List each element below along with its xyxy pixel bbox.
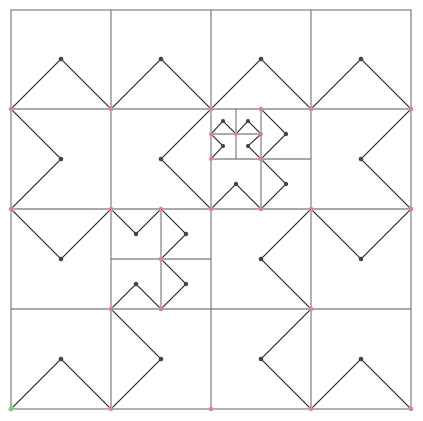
chevron-r1c0 [10,108,62,210]
path-node-dot [208,106,214,112]
path-node-dot [108,106,114,112]
sub2-chevron-tr [160,208,187,260]
vertex-dot [183,281,189,287]
vertex-dot [133,231,139,237]
vertex-dot [358,356,364,362]
chevron-r2c2 [260,208,312,310]
chevron-r3c0 [10,358,112,410]
chevron-r0c2 [210,58,312,110]
chevron-r3c3 [310,358,412,410]
path-node-dot [8,206,14,212]
path-node-dot [308,406,314,412]
start-node-dot [8,406,14,412]
path-node-dot [158,256,164,262]
sub2-chevron-br [160,258,187,310]
sub-chevron-bl [210,183,262,210]
nested-chevron-right [247,133,262,160]
vertex-dot [283,131,289,137]
vertex-dot [358,56,364,62]
vertex-dot [258,256,264,262]
chevron-r2c0 [10,208,112,260]
vertex-dot [158,156,164,162]
path-node-dot [259,132,263,136]
vertex-dot [258,356,264,362]
sub-chevron-tr [260,108,287,160]
vertex-dot [158,56,164,62]
vertex-dot [58,156,64,162]
path-node-dot [308,106,314,112]
vertex-dot [133,281,139,287]
vertex-dot [58,356,64,362]
vertex-dot [183,231,189,237]
chevron-r0c1 [110,58,212,110]
vertex-dot [246,144,250,148]
path-node-dot [208,406,214,412]
vertex-dot [58,56,64,62]
path-node-dot [108,206,114,212]
vertex-dot [358,256,364,262]
vertex-dot [258,56,264,62]
path-node-dot [158,206,164,212]
vertex-dot [221,144,225,148]
vertex-dot [58,256,64,262]
chevron-r1c3 [360,108,412,210]
path-node-dot [8,106,14,112]
chevron-r1c1 [160,108,212,210]
path-node-dot [408,206,414,212]
path-node-dot [408,406,414,412]
sub2-chevron-bl [110,283,162,310]
path-node-dot [408,106,414,112]
sub2-chevron-tl [110,208,162,235]
path-node-dot [209,157,213,161]
vertex-dot [233,181,239,187]
path-node-dot [258,156,264,162]
chevron-r0c0 [10,58,112,110]
path-node-dot [258,206,264,212]
path-node-dot [258,106,264,112]
path-node-dot [209,132,213,136]
vertex-dot [283,181,289,187]
path-node-dot [108,306,114,312]
path-node-dot [308,206,314,212]
vertex-dot [246,119,250,123]
vertex-dot [358,156,364,162]
vertex-dot [221,119,225,123]
path-node-dot [208,206,214,212]
path-node-dot [158,306,164,312]
vertex-dot [158,356,164,362]
dot-layer [8,56,414,412]
chevron-r2c3 [310,208,412,260]
chevron-r0c3 [310,58,412,110]
path-node-dot [234,132,238,136]
chevron-r3c1 [110,308,162,410]
sub-chevron-br [260,158,287,210]
path-node-dot [108,406,114,412]
path-node-dot [308,306,314,312]
chevron-r3c2 [260,308,312,410]
